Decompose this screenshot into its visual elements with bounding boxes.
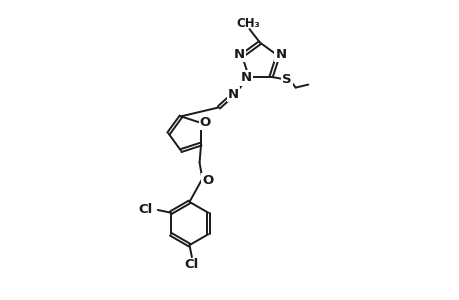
Text: N: N: [241, 71, 252, 85]
Text: S: S: [281, 73, 291, 86]
Text: N: N: [275, 48, 286, 61]
Text: N: N: [227, 88, 238, 101]
Text: CH₃: CH₃: [235, 17, 259, 30]
Text: N: N: [233, 48, 244, 61]
Text: Cl: Cl: [185, 258, 199, 271]
Text: O: O: [199, 116, 210, 129]
Text: O: O: [202, 174, 213, 187]
Text: Cl: Cl: [138, 202, 152, 216]
